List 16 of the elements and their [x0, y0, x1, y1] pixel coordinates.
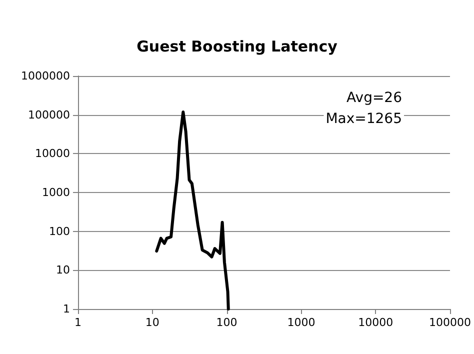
- y-tick-label: 10: [56, 264, 70, 277]
- x-tick-label: 10: [145, 316, 160, 329]
- y-tick-label: 1: [63, 302, 70, 316]
- y-tick-label: 1000: [42, 186, 70, 199]
- y-tick-label: 1000000: [21, 70, 70, 82]
- x-tick-label: 100: [216, 316, 238, 329]
- annotation: Avg=26: [346, 90, 402, 106]
- x-tick-label: 10000: [358, 316, 394, 329]
- x-tick-label: 100000: [429, 316, 472, 329]
- y-tick-label: 100000: [28, 108, 70, 122]
- chart-title: Guest Boosting Latency: [136, 38, 338, 56]
- y-tick-label: 10000: [35, 147, 70, 160]
- x-tick-label: 1000: [287, 316, 316, 329]
- annotation: Max=1265: [326, 111, 402, 127]
- y-tick-label: 100: [49, 224, 70, 238]
- x-tick-label: 1: [74, 316, 82, 329]
